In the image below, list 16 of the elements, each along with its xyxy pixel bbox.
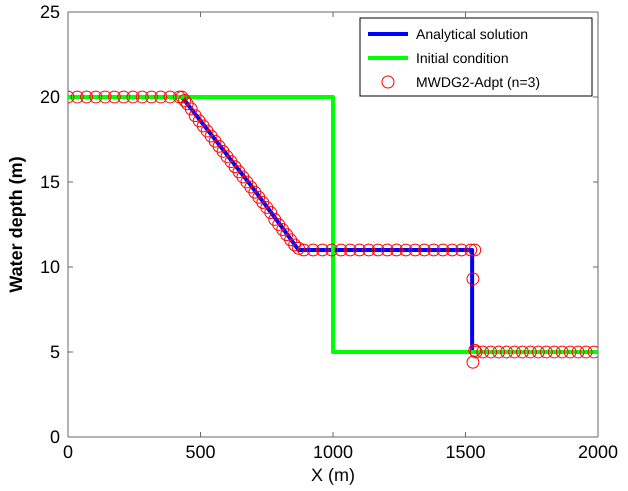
x-tick-label: 1500: [445, 442, 486, 462]
x-axis-title: X (m): [311, 465, 355, 485]
x-tick-label: 2000: [578, 442, 618, 462]
x-tick-label: 0: [62, 442, 74, 462]
y-tick-label: 10: [40, 256, 60, 277]
y-tick-label: 25: [40, 2, 60, 22]
y-tick-label: 5: [50, 342, 60, 362]
legend-label: Analytical solution: [416, 26, 528, 42]
y-tick-label: 20: [40, 86, 60, 107]
y-axis-title: Water depth (m): [6, 156, 26, 293]
x-tick-label: 500: [185, 442, 216, 462]
y-tick-label: 15: [40, 172, 60, 192]
legend-label: Initial condition: [416, 50, 509, 66]
y-tick-label: 0: [50, 426, 60, 447]
x-tick-label: 1000: [312, 442, 354, 462]
legend-label: MWDG2-Adpt (n=3): [416, 74, 540, 90]
